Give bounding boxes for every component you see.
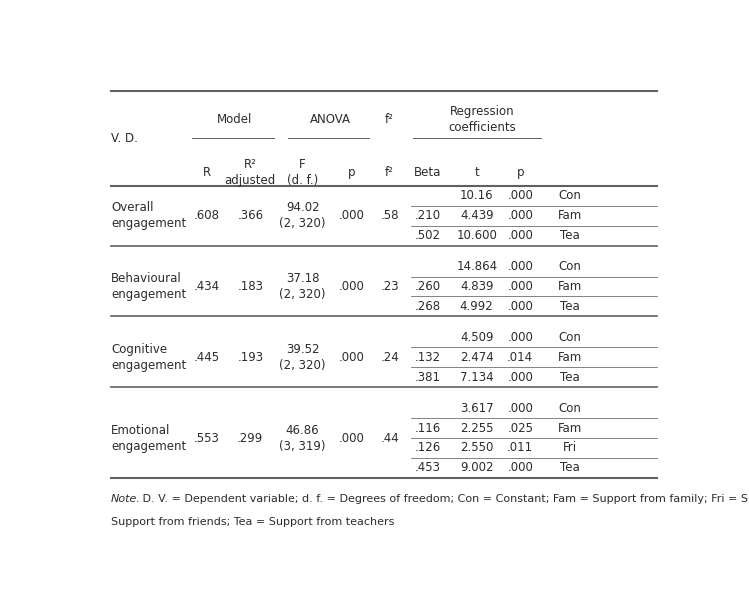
Text: 4.509: 4.509 [460, 331, 494, 344]
Text: p: p [517, 166, 524, 179]
Text: ANOVA: ANOVA [309, 113, 351, 126]
Text: .381: .381 [414, 371, 440, 384]
Text: .000: .000 [507, 402, 533, 414]
Text: .260: .260 [414, 280, 440, 293]
Text: 10.16: 10.16 [460, 189, 494, 202]
Text: .183: .183 [237, 280, 264, 293]
Text: .000: .000 [339, 209, 365, 222]
Text: .000: .000 [507, 371, 533, 384]
Text: Tea: Tea [560, 371, 580, 384]
Text: .000: .000 [507, 189, 533, 202]
Text: .23: .23 [380, 280, 399, 293]
Text: Emotional
engagement: Emotional engagement [111, 424, 187, 453]
Text: Support from friends; Tea = Support from teachers: Support from friends; Tea = Support from… [111, 517, 395, 526]
Text: .000: .000 [339, 351, 365, 364]
Text: .132: .132 [414, 351, 440, 364]
Text: Fam: Fam [557, 351, 582, 364]
Text: 7.134: 7.134 [460, 371, 494, 384]
Text: V. D.: V. D. [111, 132, 138, 145]
Text: p: p [348, 166, 356, 179]
Text: 2.255: 2.255 [460, 422, 494, 434]
Text: F
(d. f.): F (d. f.) [287, 159, 318, 188]
Text: D. V. = Dependent variable; d. f. = Degrees of freedom; Con = Constant; Fam = Su: D. V. = Dependent variable; d. f. = Degr… [139, 494, 749, 504]
Text: .000: .000 [339, 431, 365, 445]
Text: .000: .000 [507, 209, 533, 222]
Text: .000: .000 [507, 260, 533, 273]
Text: Con: Con [558, 331, 581, 344]
Text: .553: .553 [194, 431, 219, 445]
Text: Cognitive
engagement: Cognitive engagement [111, 343, 187, 371]
Text: .000: .000 [507, 229, 533, 242]
Text: .24: .24 [380, 351, 399, 364]
Text: 46.86
(3, 319): 46.86 (3, 319) [279, 424, 326, 453]
Text: f²: f² [385, 113, 394, 126]
Text: Tea: Tea [560, 300, 580, 313]
Text: 39.52
(2, 320): 39.52 (2, 320) [279, 343, 326, 371]
Text: 2.474: 2.474 [460, 351, 494, 364]
Text: .025: .025 [507, 422, 533, 434]
Text: .000: .000 [507, 280, 533, 293]
Text: .608: .608 [194, 209, 219, 222]
Text: .011: .011 [507, 442, 533, 454]
Text: .000: .000 [507, 300, 533, 313]
Text: 37.18
(2, 320): 37.18 (2, 320) [279, 272, 326, 301]
Text: Regression
coefficients: Regression coefficients [449, 105, 516, 134]
Text: Fam: Fam [557, 209, 582, 222]
Text: 94.02
(2, 320): 94.02 (2, 320) [279, 201, 326, 231]
Text: 14.864: 14.864 [456, 260, 497, 273]
Text: 4.839: 4.839 [460, 280, 494, 293]
Text: 4.992: 4.992 [460, 300, 494, 313]
Text: Fam: Fam [557, 280, 582, 293]
Text: .502: .502 [414, 229, 440, 242]
Text: .434: .434 [194, 280, 220, 293]
Text: 10.600: 10.600 [456, 229, 497, 242]
Text: 3.617: 3.617 [460, 402, 494, 414]
Text: Fri: Fri [562, 442, 577, 454]
Text: Model: Model [216, 113, 252, 126]
Text: Overall
engagement: Overall engagement [111, 201, 187, 231]
Text: Fam: Fam [557, 422, 582, 434]
Text: .116: .116 [414, 422, 440, 434]
Text: Con: Con [558, 260, 581, 273]
Text: .000: .000 [507, 462, 533, 474]
Text: .210: .210 [414, 209, 440, 222]
Text: .299: .299 [237, 431, 264, 445]
Text: Con: Con [558, 189, 581, 202]
Text: f²: f² [385, 166, 394, 179]
Text: .366: .366 [237, 209, 264, 222]
Text: Beta: Beta [413, 166, 441, 179]
Text: .000: .000 [507, 331, 533, 344]
Text: Behavioural
engagement: Behavioural engagement [111, 272, 187, 301]
Text: .014: .014 [507, 351, 533, 364]
Text: .268: .268 [414, 300, 440, 313]
Text: R: R [203, 166, 211, 179]
Text: Tea: Tea [560, 229, 580, 242]
Text: .58: .58 [380, 209, 399, 222]
Text: .453: .453 [414, 462, 440, 474]
Text: .000: .000 [339, 280, 365, 293]
Text: .193: .193 [237, 351, 264, 364]
Text: .445: .445 [194, 351, 220, 364]
Text: .44: .44 [380, 431, 399, 445]
Text: 2.550: 2.550 [460, 442, 494, 454]
Text: R²
adjusted: R² adjusted [225, 159, 276, 188]
Text: t: t [474, 166, 479, 179]
Text: Tea: Tea [560, 462, 580, 474]
Text: Con: Con [558, 402, 581, 414]
Text: .126: .126 [414, 442, 440, 454]
Text: Note.: Note. [111, 494, 141, 504]
Text: 9.002: 9.002 [460, 462, 494, 474]
Text: 4.439: 4.439 [460, 209, 494, 222]
